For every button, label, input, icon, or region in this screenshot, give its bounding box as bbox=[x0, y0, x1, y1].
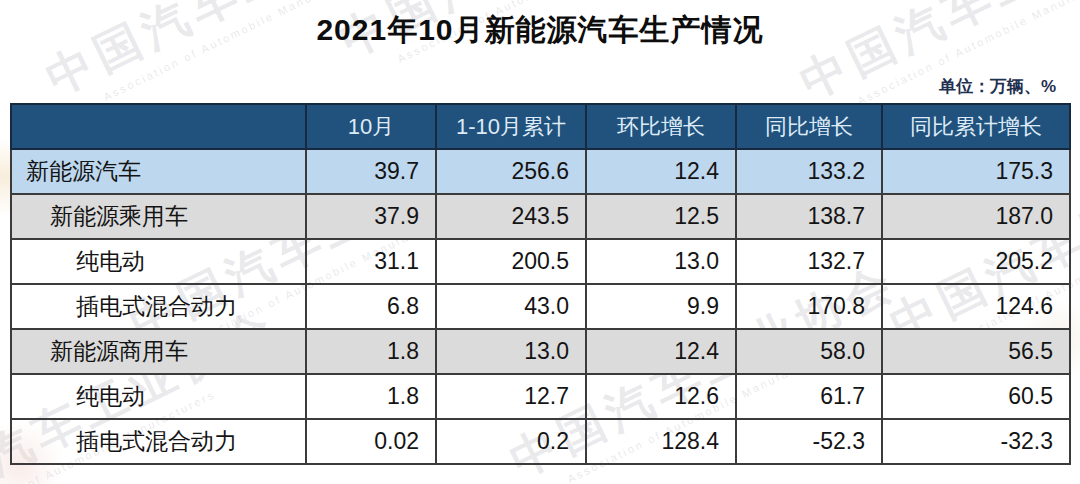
cell-value: 61.7 bbox=[736, 374, 882, 419]
table-wrapper: 10月 1-10月累计 环比增长 同比增长 同比累计增长 新能源汽车39.725… bbox=[10, 103, 1071, 465]
table-body: 新能源汽车39.7256.612.4133.2175.3新能源乘用车37.924… bbox=[11, 149, 1070, 464]
unit-note: 单位：万辆、% bbox=[0, 75, 1080, 98]
table-row: 纯电动31.1200.513.0132.7205.2 bbox=[11, 239, 1070, 284]
table-header-row: 10月 1-10月累计 环比增长 同比增长 同比累计增长 bbox=[11, 104, 1070, 149]
table-row: 插电式混合动力0.020.2128.4-52.3-32.3 bbox=[11, 419, 1070, 464]
row-label: 纯电动 bbox=[11, 374, 306, 419]
cell-value: 187.0 bbox=[882, 194, 1070, 239]
page-title: 2021年10月新能源汽车生产情况 bbox=[0, 10, 1080, 51]
table-row: 插电式混合动力6.843.09.9170.8124.6 bbox=[11, 284, 1070, 329]
cell-value: 128.4 bbox=[586, 419, 736, 464]
cell-value: 205.2 bbox=[882, 239, 1070, 284]
cell-value: 0.2 bbox=[436, 419, 586, 464]
row-label: 插电式混合动力 bbox=[11, 284, 306, 329]
page: 中国汽车工业协会 Association of Automobile Manuf… bbox=[0, 0, 1080, 484]
cell-value: 31.1 bbox=[306, 239, 436, 284]
cell-value: 132.7 bbox=[736, 239, 882, 284]
cell-value: 39.7 bbox=[306, 149, 436, 194]
cell-value: -32.3 bbox=[882, 419, 1070, 464]
cell-value: 12.4 bbox=[586, 329, 736, 374]
col-header-cumulative: 1-10月累计 bbox=[436, 104, 586, 149]
col-header-yoy-cum-growth: 同比累计增长 bbox=[882, 104, 1070, 149]
row-label: 纯电动 bbox=[11, 239, 306, 284]
row-label: 插电式混合动力 bbox=[11, 419, 306, 464]
cell-value: -52.3 bbox=[736, 419, 882, 464]
col-header-category bbox=[11, 104, 306, 149]
cell-value: 37.9 bbox=[306, 194, 436, 239]
table-row: 新能源汽车39.7256.612.4133.2175.3 bbox=[11, 149, 1070, 194]
cell-value: 60.5 bbox=[882, 374, 1070, 419]
cell-value: 56.5 bbox=[882, 329, 1070, 374]
table-row: 纯电动1.812.712.661.760.5 bbox=[11, 374, 1070, 419]
cell-value: 12.6 bbox=[586, 374, 736, 419]
col-header-mom-growth: 环比增长 bbox=[586, 104, 736, 149]
row-label: 新能源商用车 bbox=[11, 329, 306, 374]
cell-value: 243.5 bbox=[436, 194, 586, 239]
row-label: 新能源汽车 bbox=[11, 149, 306, 194]
cell-value: 138.7 bbox=[736, 194, 882, 239]
cell-value: 12.4 bbox=[586, 149, 736, 194]
cell-value: 13.0 bbox=[436, 329, 586, 374]
table-row: 新能源乘用车37.9243.512.5138.7187.0 bbox=[11, 194, 1070, 239]
row-label: 新能源乘用车 bbox=[11, 194, 306, 239]
cell-value: 175.3 bbox=[882, 149, 1070, 194]
cell-value: 6.8 bbox=[306, 284, 436, 329]
cell-value: 12.7 bbox=[436, 374, 586, 419]
cell-value: 12.5 bbox=[586, 194, 736, 239]
cell-value: 1.8 bbox=[306, 329, 436, 374]
cell-value: 170.8 bbox=[736, 284, 882, 329]
cell-value: 0.02 bbox=[306, 419, 436, 464]
cell-value: 133.2 bbox=[736, 149, 882, 194]
cell-value: 43.0 bbox=[436, 284, 586, 329]
col-header-yoy-growth: 同比增长 bbox=[736, 104, 882, 149]
cell-value: 1.8 bbox=[306, 374, 436, 419]
cell-value: 58.0 bbox=[736, 329, 882, 374]
production-table: 10月 1-10月累计 环比增长 同比增长 同比累计增长 新能源汽车39.725… bbox=[10, 103, 1071, 465]
col-header-october: 10月 bbox=[306, 104, 436, 149]
cell-value: 9.9 bbox=[586, 284, 736, 329]
cell-value: 256.6 bbox=[436, 149, 586, 194]
cell-value: 13.0 bbox=[586, 239, 736, 284]
cell-value: 124.6 bbox=[882, 284, 1070, 329]
cell-value: 200.5 bbox=[436, 239, 586, 284]
table-row: 新能源商用车1.813.012.458.056.5 bbox=[11, 329, 1070, 374]
